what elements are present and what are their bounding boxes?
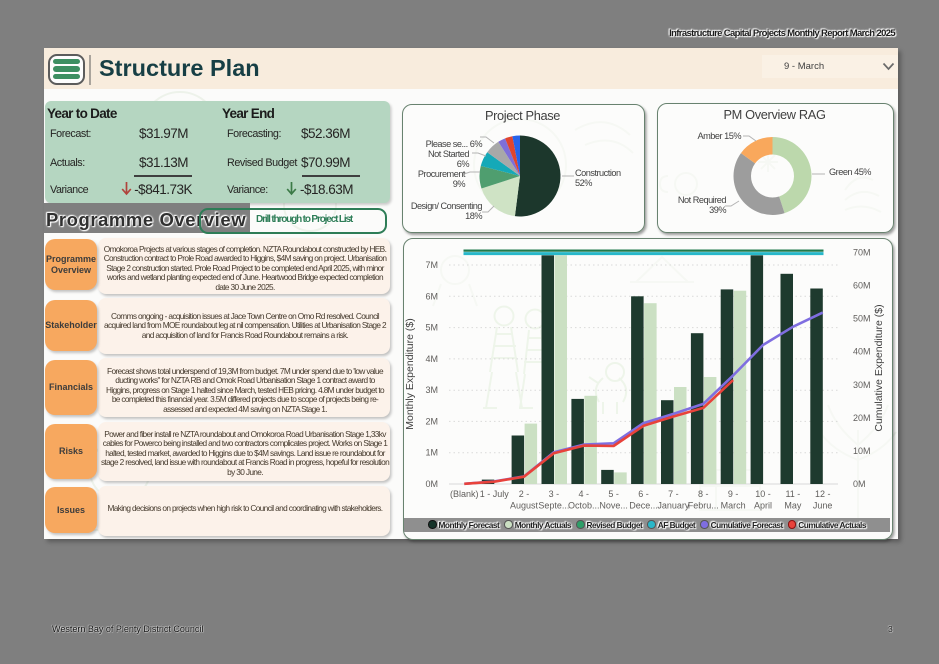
svg-text:(Blank): (Blank) (450, 489, 479, 499)
svg-text:Cumulative Expenditure ($): Cumulative Expenditure ($) (873, 304, 885, 431)
svg-text:Octob...: Octob... (568, 501, 600, 511)
svg-text:3 -: 3 - (549, 489, 560, 499)
svg-text:60M: 60M (853, 281, 871, 291)
svg-text:1 - July: 1 - July (480, 489, 510, 499)
svg-text:6M: 6M (425, 291, 438, 301)
svg-text:10M: 10M (853, 446, 871, 456)
svg-text:5M: 5M (425, 323, 438, 333)
svg-text:10 -: 10 - (755, 489, 771, 499)
svg-text:2 -: 2 - (519, 489, 530, 499)
svg-text:June: June (813, 501, 833, 511)
svg-text:4 -: 4 - (579, 489, 590, 499)
svg-text:40M: 40M (853, 347, 871, 357)
svg-text:20M: 20M (853, 413, 871, 423)
svg-text:Dece...: Dece... (629, 501, 658, 511)
svg-text:7 -: 7 - (668, 489, 679, 499)
svg-text:0M: 0M (425, 479, 438, 489)
svg-text:30M: 30M (853, 380, 871, 390)
svg-text:6 -: 6 - (638, 489, 649, 499)
svg-text:May: May (784, 501, 802, 511)
svg-text:11 -: 11 - (785, 489, 800, 499)
svg-text:3M: 3M (425, 385, 438, 395)
svg-text:April: April (754, 501, 772, 511)
svg-text:Febru...: Febru... (688, 501, 719, 511)
svg-text:8 -: 8 - (698, 489, 709, 499)
svg-text:4M: 4M (425, 354, 438, 364)
svg-text:August: August (510, 501, 539, 511)
svg-text:70M: 70M (853, 247, 871, 257)
svg-text:50M: 50M (853, 314, 871, 324)
svg-text:1M: 1M (425, 448, 438, 458)
svg-text:7M: 7M (425, 260, 438, 270)
svg-text:2M: 2M (425, 416, 438, 426)
svg-text:Nove...: Nove... (599, 501, 628, 511)
svg-text:12 -: 12 - (815, 489, 831, 499)
svg-text:Monthly Expenditure ($): Monthly Expenditure ($) (404, 318, 416, 429)
svg-text:9 -: 9 - (728, 489, 739, 499)
svg-text:5 -: 5 - (608, 489, 619, 499)
svg-text:0M: 0M (853, 479, 866, 489)
svg-text:Septe...: Septe... (538, 501, 569, 511)
svg-text:March: March (721, 501, 746, 511)
svg-text:January: January (657, 501, 690, 511)
